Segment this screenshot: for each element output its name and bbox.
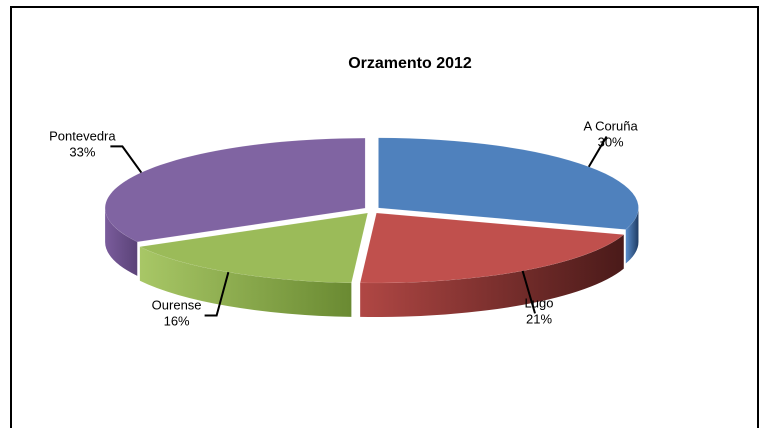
pie-group: [104, 137, 639, 317]
chart-title: Orzamento 2012: [348, 55, 472, 72]
slice-label-3: Pontevedra: [49, 128, 116, 143]
slice-side-2: [139, 246, 352, 317]
slice-value-label-3: 33%: [69, 144, 95, 159]
slice-side-0: [625, 207, 639, 264]
leader-line-3: [110, 145, 143, 174]
slice-side-1: [360, 234, 624, 317]
leader-line-2: [204, 271, 230, 317]
slice-0: [378, 137, 639, 230]
slice-value-label-2: 16%: [164, 314, 190, 329]
leader-line-0: [587, 136, 608, 168]
slice-label-2: Ourense: [152, 298, 202, 313]
slice-2: [139, 212, 369, 284]
slice-value-label-1: 21%: [526, 311, 552, 326]
slice-value-label-0: 30%: [598, 135, 624, 150]
leader-line-1: [521, 270, 536, 314]
slice-3: [104, 137, 366, 243]
slice-side-3: [105, 208, 138, 276]
slice-1: [359, 212, 625, 284]
slice-label-0: A Coruña: [584, 119, 639, 134]
slice-label-1: Lugo: [525, 295, 554, 310]
